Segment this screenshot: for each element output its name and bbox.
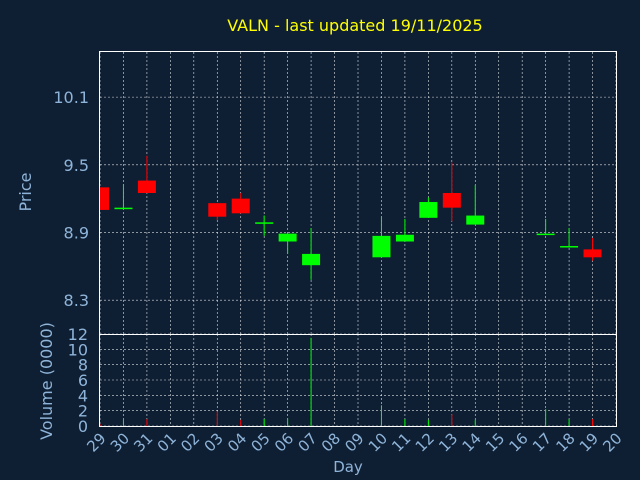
candle-body (372, 235, 391, 258)
candle-body (137, 180, 156, 193)
candle-body (560, 246, 579, 248)
candle-body (100, 187, 109, 210)
candle-body (442, 193, 461, 208)
x-tick-label: 01 (154, 429, 180, 455)
candle-body (255, 222, 274, 224)
x-tick-label: 08 (318, 429, 344, 455)
volume-tick-label: 6 (78, 371, 88, 390)
candle-body (419, 202, 438, 218)
x-tick-label: 19 (576, 429, 602, 455)
x-tick-label: 03 (201, 429, 227, 455)
candle-body (302, 253, 321, 266)
x-tick-label: 10 (365, 429, 391, 455)
x-tick-label: 20 (599, 429, 625, 455)
candle-body (114, 207, 133, 210)
chart-title: VALN - last updated 19/11/2025 (227, 16, 482, 35)
y-tick-label: 8.3 (64, 291, 89, 310)
x-tick-label: 16 (506, 429, 532, 455)
candle-body (208, 203, 227, 217)
x-tick-label: 12 (412, 429, 438, 455)
candle-body (278, 233, 297, 242)
x-tick-label: 07 (294, 429, 320, 455)
volume-axis-label: Volume (0000) (37, 322, 56, 440)
volume-tick-label: 2 (78, 402, 88, 421)
x-tick-label: 02 (177, 429, 203, 455)
x-tick-label: 17 (529, 429, 555, 455)
y-axis-label: Price (16, 172, 35, 211)
x-axis-label: Day (333, 458, 363, 476)
volume-tick-label: 12 (68, 325, 88, 344)
y-tick-label: 10.1 (53, 88, 89, 107)
volume-tick-label: 0 (78, 417, 88, 436)
x-tick-label: 18 (552, 429, 578, 455)
y-tick-label: 9.5 (64, 156, 89, 175)
x-tick-label: 05 (248, 429, 274, 455)
x-tick-label: 31 (130, 429, 156, 455)
candle-body (583, 249, 602, 258)
volume-tick-label: 10 (68, 340, 88, 359)
x-tick-label: 06 (271, 429, 297, 455)
y-tick-label: 8.9 (64, 223, 89, 242)
volume-tick-label: 4 (78, 386, 88, 405)
x-tick-label: 11 (388, 429, 414, 455)
candle-body (395, 234, 414, 242)
x-tick-label: 15 (482, 429, 508, 455)
volume-panel-frame (99, 334, 617, 427)
volume-tick-label: 8 (78, 356, 88, 375)
x-tick-label: 14 (459, 429, 485, 455)
x-tick-label: 09 (341, 429, 367, 455)
candle-body (231, 198, 250, 214)
x-tick-label: 04 (224, 429, 250, 455)
candle-body (536, 233, 555, 236)
x-tick-label: 13 (435, 429, 461, 455)
candle-body (466, 215, 485, 225)
x-tick-label: 30 (107, 429, 133, 455)
